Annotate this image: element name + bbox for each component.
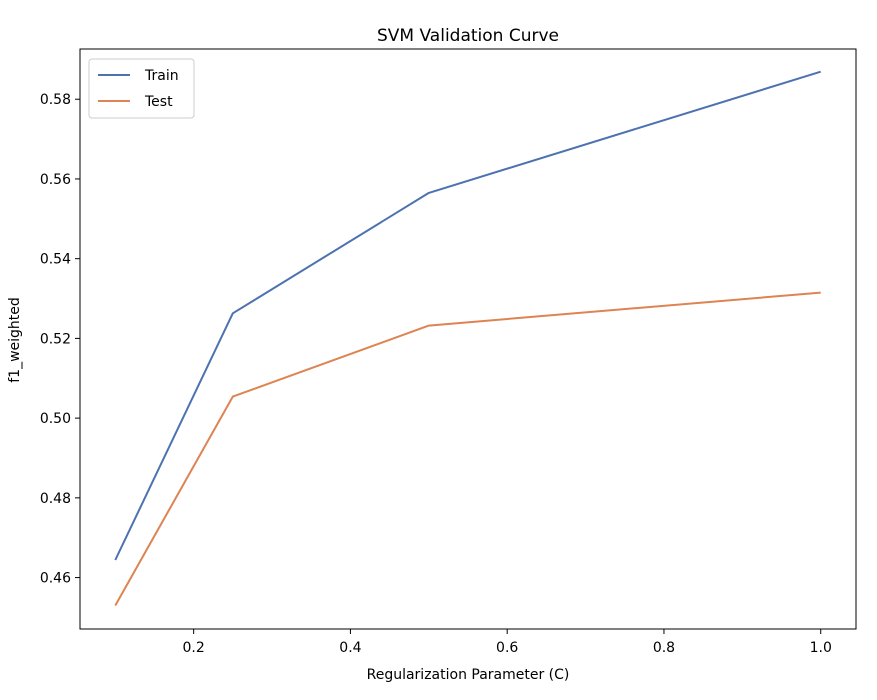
y-tick-label: 0.54 xyxy=(40,252,71,268)
y-tick-label: 0.58 xyxy=(40,92,71,108)
plot-frame xyxy=(79,48,857,630)
x-axis-ticks: 0.2 0.4 0.6 0.8 1.0 xyxy=(183,629,832,656)
legend-label-train: Train xyxy=(144,68,179,84)
y-tick-label: 0.56 xyxy=(40,172,71,188)
y-tick-label: 0.48 xyxy=(40,491,71,507)
x-tick-label: 1.0 xyxy=(810,640,832,656)
legend: Train Test xyxy=(88,58,195,119)
y-tick-label: 0.52 xyxy=(40,331,71,347)
x-tick-label: 0.6 xyxy=(496,640,518,656)
x-tick-label: 0.8 xyxy=(653,640,675,656)
legend-label-test: Test xyxy=(144,94,173,110)
x-tick-label: 0.4 xyxy=(339,640,361,656)
chart-title: SVM Validation Curve xyxy=(377,26,559,46)
y-tick-label: 0.46 xyxy=(40,571,71,587)
series-line-train xyxy=(114,70,821,561)
x-tick-label: 0.2 xyxy=(183,640,205,656)
legend-box xyxy=(88,58,195,119)
plot-marks xyxy=(114,70,821,606)
x-axis-title: Regularization Parameter (C) xyxy=(367,667,570,683)
series-line-test xyxy=(114,291,821,606)
y-axis-title: f1_weighted xyxy=(7,297,23,383)
y-tick-label: 0.50 xyxy=(40,411,71,427)
y-axis-ticks: 0.46 0.48 0.50 0.52 0.54 0.56 0.58 xyxy=(40,92,80,587)
